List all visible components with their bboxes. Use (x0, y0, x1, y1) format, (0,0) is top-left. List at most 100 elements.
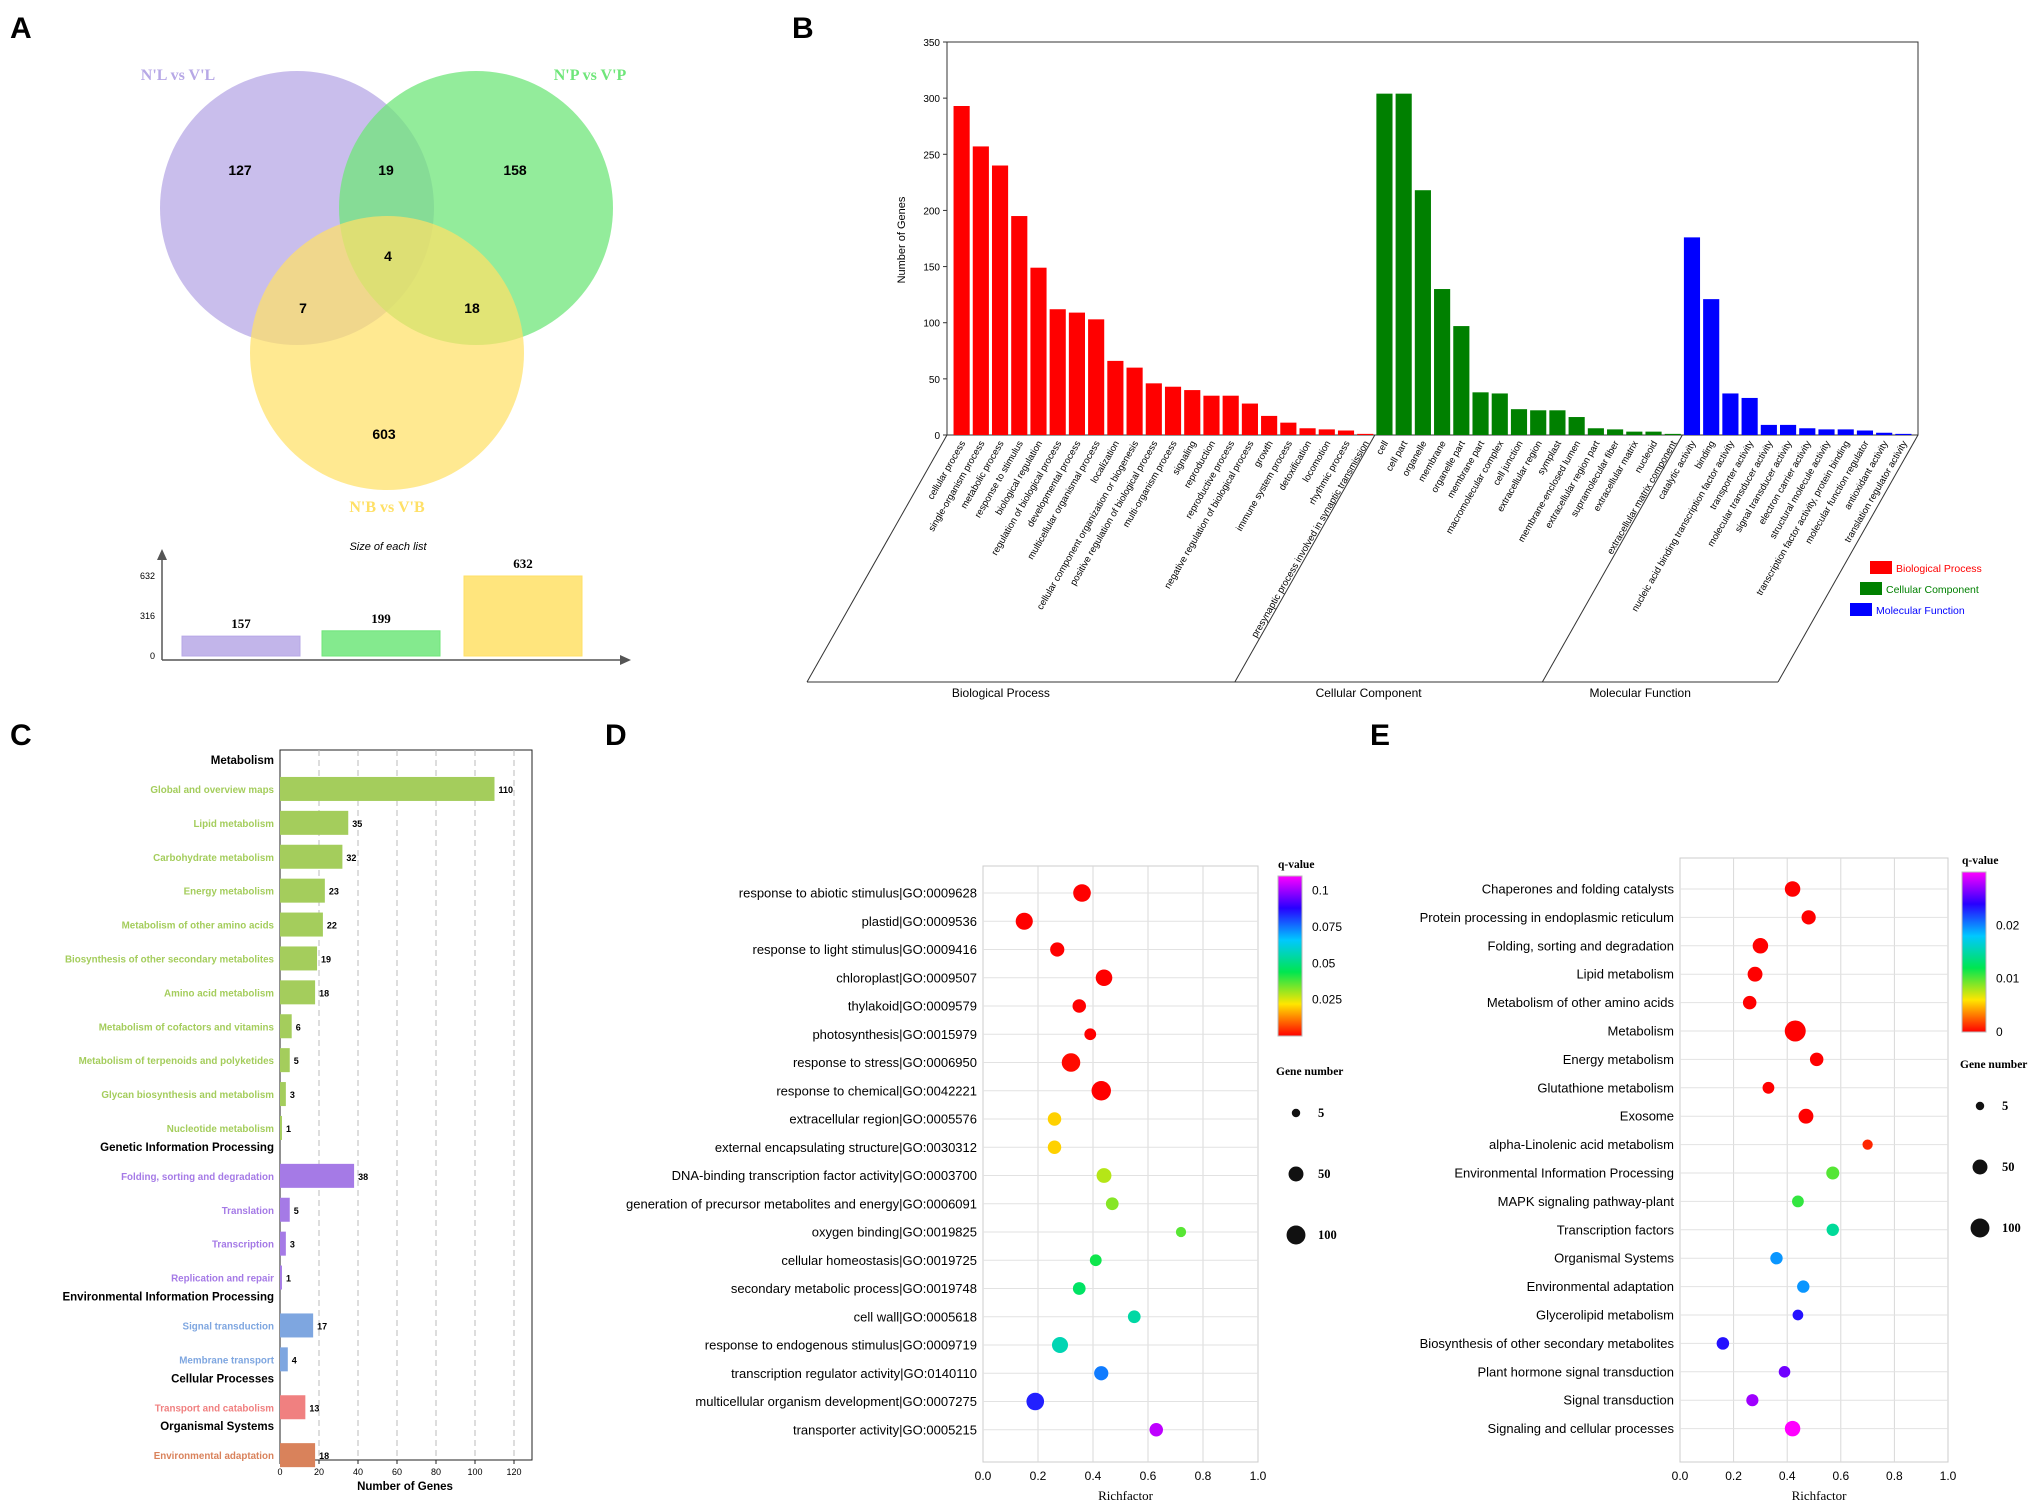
term-label: Signaling and cellular processes (1488, 1421, 1675, 1436)
y-tick-label: 50 (929, 375, 941, 386)
venn-region-p-only: 158 (503, 162, 527, 178)
enrichment-bubble (1149, 1423, 1163, 1437)
size-chart-y-arrow (157, 549, 167, 560)
size-legend-label: 5 (1318, 1106, 1324, 1120)
enrichment-bubble (1792, 1309, 1804, 1321)
enrichment-bubble (1778, 1365, 1791, 1378)
term-label: transcription regulator activity|GO:0140… (731, 1366, 977, 1381)
kegg-bar (280, 1347, 288, 1372)
kegg-bar-value: 3 (290, 1240, 295, 1250)
kegg-category-label: Carbohydrate metabolism (153, 853, 274, 864)
kegg-category-label: Biosynthesis of other secondary metaboli… (65, 954, 275, 965)
kegg-bar (280, 1395, 306, 1420)
y-axis-title: Number of Genes (896, 196, 908, 283)
go-bar (1607, 429, 1624, 435)
go-bar (1568, 417, 1585, 435)
kegg-bar (280, 1443, 316, 1468)
group-title: Cellular Component (1316, 686, 1423, 700)
go-bar (1011, 216, 1028, 435)
enrichment-bubble (1801, 910, 1816, 925)
term-label: Glycerolipid metabolism (1536, 1308, 1674, 1323)
x-tick-label: 40 (353, 1467, 363, 1477)
enrichment-bubble (1746, 1394, 1759, 1407)
size-legend-dot (1286, 1225, 1306, 1245)
term-label: Exosome (1620, 1109, 1674, 1124)
go-bar (1722, 393, 1739, 435)
go-bar (953, 106, 970, 435)
enrichment-bubble (1716, 1337, 1730, 1350)
enrichment-bubble (1026, 1392, 1045, 1411)
go-bar (1510, 409, 1528, 435)
go-bar (1030, 267, 1047, 435)
group-divider (1777, 434, 1919, 683)
kegg-bar-value: 5 (294, 1056, 299, 1066)
y-tick-label: 100 (923, 319, 940, 330)
x-tick-label: 120 (506, 1467, 521, 1477)
kegg-bar (280, 776, 495, 801)
term-label: Metabolism (1608, 1024, 1674, 1039)
enrichment-bubble (1809, 1052, 1824, 1067)
size-legend-dot (1291, 1108, 1301, 1118)
y-tick-label: 300 (923, 94, 940, 105)
kegg-category-label: Amino acid metabolism (164, 988, 274, 999)
size-legend-dot (1975, 1101, 1985, 1111)
go-enrichment-panel: 0.0 0.2 0.4 0.6 0.8 1.0 Richfactor response to … (626, 859, 1343, 1503)
kegg-category-label: Global and overview maps (150, 785, 274, 796)
colorbar-tick-label: 0 (1996, 1025, 2003, 1039)
enrichment-bubble (1089, 1254, 1102, 1267)
size-legend-title: Gene number (1960, 1059, 2027, 1071)
enrichment-bubble (1127, 1310, 1141, 1324)
go-bar (1703, 299, 1720, 435)
go-bar (1837, 429, 1854, 435)
enrichment-bubble (1175, 1226, 1187, 1238)
term-label: photosynthesis|GO:0015979 (812, 1027, 977, 1042)
term-label: Folding, sorting and degradation (1488, 938, 1674, 953)
category-label: cell (1374, 439, 1391, 457)
colorbar-title: q-value (1278, 859, 1314, 871)
enrichment-bubble (1047, 1140, 1062, 1154)
x-tick-label: 1.0 (1250, 1469, 1267, 1483)
enrichment-bubble (1061, 1053, 1081, 1072)
panel-label-a: A (10, 12, 32, 45)
go-bar (1434, 289, 1451, 435)
go-bar (1760, 424, 1777, 435)
colorbar-tick-label: 0.075 (1312, 920, 1342, 934)
go-bar (1107, 360, 1124, 435)
kegg-bar-value: 18 (319, 1451, 329, 1461)
kegg-bar (280, 844, 343, 869)
term-label: Energy metabolism (1563, 1052, 1674, 1067)
kegg-category-label: Nucleotide metabolism (167, 1124, 275, 1135)
term-label: secondary metabolic process|GO:0019748 (731, 1281, 977, 1296)
kegg-category-label: Replication and repair (171, 1274, 274, 1285)
group-title: Biological Process (952, 686, 1050, 700)
kegg-bar (280, 912, 323, 937)
y-tick-label: 200 (923, 206, 940, 217)
kegg-bar-value: 19 (321, 954, 331, 964)
term-label: Metabolism of other amino acids (1487, 995, 1675, 1010)
kegg-bar-value: 17 (317, 1321, 327, 1331)
term-label: response to chemical|GO:0042221 (776, 1083, 977, 1098)
enrichment-bubble (1742, 995, 1757, 1010)
go-bar (1184, 390, 1201, 435)
go-bar (1856, 430, 1874, 435)
term-label: DNA-binding transcription factor activit… (672, 1168, 977, 1183)
section-title: Organismal Systems (160, 1421, 274, 1433)
kegg-bar (280, 1014, 292, 1039)
panel-label-b: B (792, 12, 814, 45)
panel-label-e: E (1370, 719, 1390, 752)
go-bar (1337, 430, 1355, 435)
enrichment-bubble (1826, 1166, 1840, 1180)
kegg-bar (280, 810, 349, 835)
enrichment-bubble (1051, 1336, 1069, 1354)
group-divider (1234, 434, 1376, 683)
enrichment-bubble (1050, 942, 1065, 957)
go-bar (1799, 428, 1816, 435)
go-bar (1549, 410, 1566, 435)
term-label: chloroplast|GO:0009507 (836, 970, 977, 985)
size-bar (321, 630, 441, 657)
go-bar (1414, 190, 1431, 435)
enrichment-bubble (1015, 912, 1033, 930)
x-tick-label: 80 (431, 1467, 441, 1477)
enrichment-bubble (1073, 884, 1091, 902)
size-legend-dot (1972, 1159, 1988, 1175)
